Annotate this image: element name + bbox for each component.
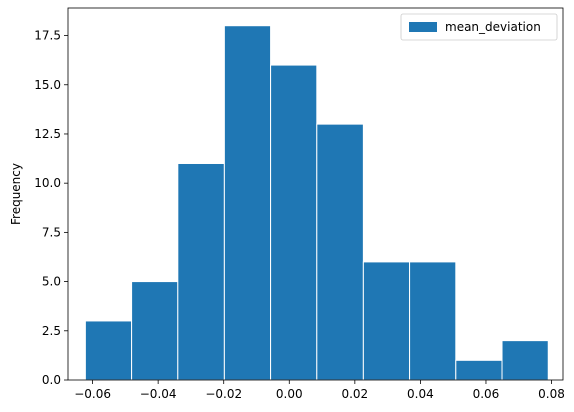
legend: mean_deviation xyxy=(400,13,558,41)
x-tick-label: −0.04 xyxy=(140,387,177,401)
x-tick-label: −0.06 xyxy=(74,387,111,401)
histogram-bar xyxy=(177,162,225,381)
x-tick-label: 0.00 xyxy=(276,387,303,401)
axes-frame xyxy=(67,7,564,381)
x-tick-label: −0.02 xyxy=(205,387,242,401)
y-axis: 0.0 2.5 5.0 7.5 10.0 12.5 15.0 17.5 xyxy=(34,29,68,387)
histogram-bar xyxy=(223,25,272,381)
histogram-bar xyxy=(270,64,318,381)
y-tick-label: 0.0 xyxy=(42,373,61,387)
x-tick-label: 0.04 xyxy=(407,387,434,401)
y-tick-label: 10.0 xyxy=(34,176,61,190)
histogram-bar xyxy=(501,340,549,381)
x-tick-label: 0.06 xyxy=(473,387,500,401)
y-tick-label: 17.5 xyxy=(34,29,61,43)
legend-box xyxy=(400,13,558,41)
histogram-bar xyxy=(316,123,364,381)
histogram-bar xyxy=(362,261,411,381)
legend-label: mean_deviation xyxy=(445,20,541,34)
histogram-bar xyxy=(131,281,179,381)
histogram-bar xyxy=(455,359,503,381)
y-tick-label: 5.0 xyxy=(42,275,61,289)
y-tick-label: 2.5 xyxy=(42,324,61,338)
histogram-bar xyxy=(84,320,133,381)
y-axis-label: Frequency xyxy=(9,163,23,225)
y-tick-label: 15.0 xyxy=(34,78,61,92)
x-axis: −0.06 −0.04 −0.02 0.00 0.02 0.04 0.06 0.08 xyxy=(74,380,565,401)
histogram-bar xyxy=(409,261,457,381)
y-tick-label: 12.5 xyxy=(34,127,61,141)
y-tick-label: 7.5 xyxy=(42,225,61,239)
x-tick-label: 0.08 xyxy=(538,387,565,401)
bars-group xyxy=(84,25,549,381)
x-tick-label: 0.02 xyxy=(341,387,368,401)
legend-swatch xyxy=(409,22,437,32)
